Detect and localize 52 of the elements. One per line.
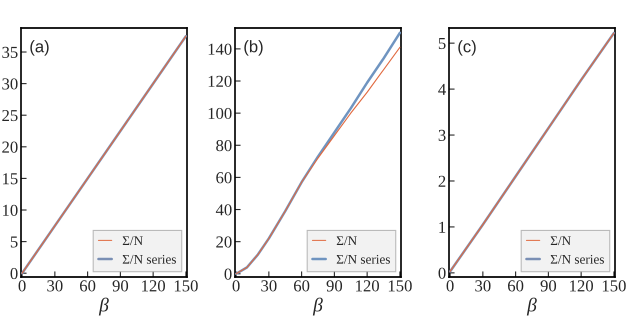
x-tick-label: 0 [18, 280, 26, 292]
y-tick-label: 5 [438, 38, 446, 50]
x-tick-label: 90 [540, 280, 556, 292]
legend-label: Σ/N series [122, 254, 176, 264]
x-tick-label: 30 [261, 280, 277, 292]
y-tick-label: 0 [224, 268, 232, 280]
x-tick-label: 60 [80, 280, 96, 292]
x-tick-label: 0 [232, 280, 240, 292]
x-axis-title: β [312, 298, 323, 316]
y-tick-label: 40 [216, 204, 232, 216]
x-tick-label: 150 [602, 280, 626, 292]
legend-label: Σ/N series [336, 254, 390, 264]
y-tick-label: 60 [216, 172, 232, 184]
y-tick-label: 20 [216, 236, 232, 248]
x-axis-title: β [526, 298, 537, 316]
x-tick-label: 30 [47, 280, 63, 292]
x-tick-label: 60 [294, 280, 310, 292]
y-tick-label: 10 [3, 204, 18, 216]
x-tick-label: 120 [356, 280, 380, 292]
annotation: (a) [30, 40, 49, 56]
y-tick-label: 20 [2, 142, 18, 153]
legend-label: Σ/N [336, 236, 357, 246]
x-tick-label: 150 [174, 280, 198, 292]
x-tick-label: 90 [326, 280, 342, 292]
legend-label: Σ/N [122, 236, 143, 246]
y-tick-label: 120 [208, 76, 232, 87]
y-tick-label: 140 [208, 44, 232, 55]
y-tick-label: 30 [2, 78, 18, 90]
legend-label: Σ/N series [550, 254, 604, 264]
y-tick-label: 3 [438, 130, 446, 141]
x-tick-label: 0 [446, 280, 454, 292]
x-tick-label: 120 [142, 280, 166, 292]
y-tick-label: 80 [216, 140, 232, 152]
x-tick-label: 90 [112, 280, 128, 292]
y-tick-label: 35 [2, 46, 18, 58]
x-tick-label: 30 [475, 280, 491, 292]
y-tick-label: 4 [438, 84, 446, 95]
annotation: (c) [458, 40, 476, 56]
x-tick-label: 150 [388, 280, 412, 292]
y-tick-label: 100 [208, 108, 232, 120]
y-tick-label: 0 [438, 268, 446, 279]
x-tick-label: 120 [570, 280, 594, 292]
y-tick-label: 15 [3, 173, 18, 184]
y-tick-label: 2 [438, 176, 446, 187]
y-tick-label: 1 [439, 222, 446, 233]
x-axis-title: β [98, 298, 109, 316]
y-tick-label: 25 [2, 110, 18, 122]
y-tick-label: 5 [10, 236, 18, 248]
x-tick-label: 60 [508, 280, 524, 292]
y-tick-label: 0 [10, 268, 18, 280]
legend-label: Σ/N [550, 236, 571, 246]
annotation: (b) [244, 40, 263, 56]
